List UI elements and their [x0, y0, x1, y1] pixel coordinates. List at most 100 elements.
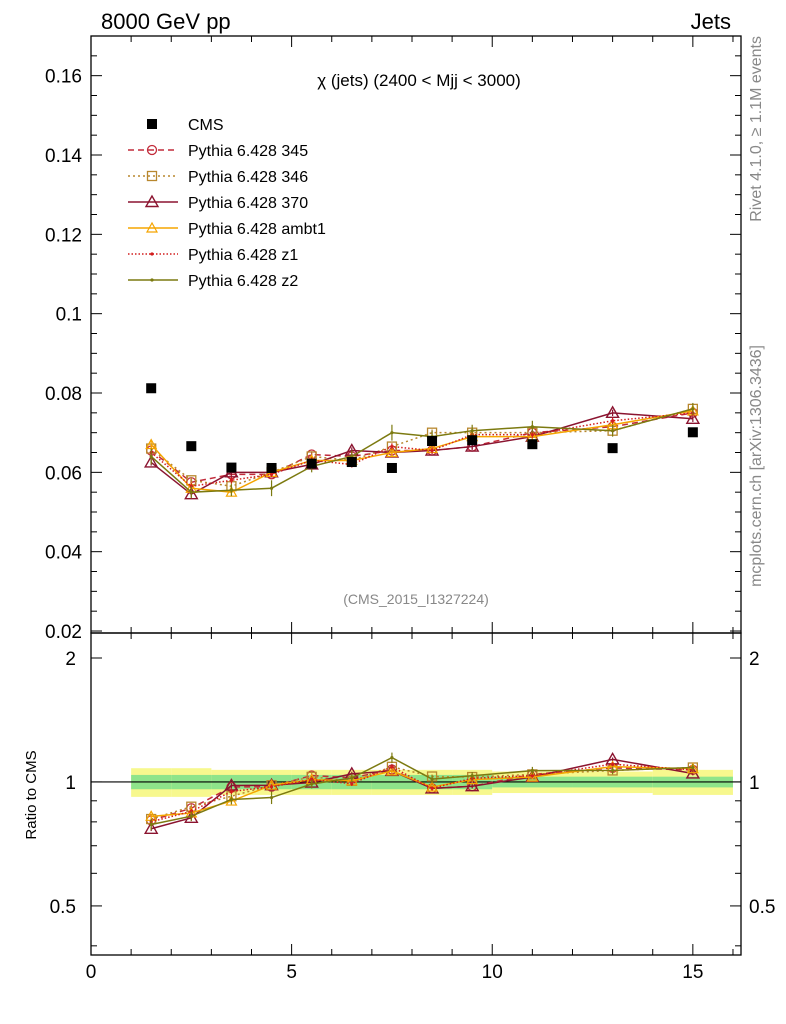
ratio-point: [530, 774, 534, 778]
data-point: [184, 486, 199, 500]
ratio-series-line: [151, 756, 693, 826]
data-point-cms: [146, 383, 157, 394]
ratio-point: [390, 765, 394, 769]
legend-item: Pythia 6.428 z1: [128, 247, 298, 264]
data-point: [605, 405, 620, 419]
data-point-cms: [386, 462, 397, 473]
data-point: [225, 485, 238, 497]
header-right: Jets: [691, 9, 731, 34]
ratio-point: [229, 797, 234, 802]
ratio-point: [229, 789, 234, 794]
data-point-cms: [427, 436, 438, 447]
ratio-point: [430, 777, 434, 781]
x-tick-label: 5: [286, 962, 297, 983]
legend-item: Pythia 6.428 346: [128, 169, 308, 186]
data-point: [611, 429, 615, 433]
legend-item-cms: CMS: [147, 117, 224, 134]
data-point: [611, 419, 615, 423]
legend-item: Pythia 6.428 ambt1: [128, 221, 326, 238]
data-point: [390, 431, 394, 435]
legend-label: CMS: [188, 117, 224, 134]
series-cms: [146, 383, 698, 473]
ratio-y-tick-label: 0.5: [50, 897, 76, 918]
legend-marker: [145, 221, 159, 233]
data-point: [390, 444, 394, 449]
data-point: [470, 429, 474, 433]
data-point: [229, 478, 234, 482]
ratio-point: [611, 762, 615, 766]
ratio-series-line: [150, 758, 693, 830]
legend-item: Pythia 6.428 370: [128, 194, 308, 212]
data-point-cms: [266, 462, 277, 473]
data-point: [430, 448, 434, 453]
y-tick-label: 0.08: [45, 384, 82, 405]
data-point: [269, 472, 274, 476]
legend-marker: [144, 194, 160, 208]
ratio-point: [691, 765, 695, 770]
legend-label: Pythia 6.428 ambt1: [188, 221, 326, 238]
ratio-point: [611, 768, 615, 773]
header-left: 8000 GeV pp: [101, 9, 231, 34]
y-tick-label: 0.1: [56, 305, 82, 326]
ratio-frame: [90, 632, 742, 956]
ratio-point: [269, 785, 274, 789]
legend-marker: [146, 170, 158, 182]
y-tick-label: 0.14: [45, 146, 82, 167]
y-tick-label: 0.02: [45, 622, 82, 643]
ratio-point: [464, 778, 480, 792]
data-point: [385, 446, 398, 458]
ratio-point: [265, 778, 278, 790]
legend-label: Pythia 6.428 346: [188, 169, 308, 186]
legend-label: Pythia 6.428 345: [188, 143, 308, 160]
ratio-series-line: [150, 766, 693, 820]
data-point-cms: [226, 462, 237, 473]
x-tick-label: 0: [86, 962, 97, 983]
y-tick-label: 0.06: [45, 463, 82, 484]
ratio-point: [143, 821, 159, 834]
ratio-point: [466, 773, 479, 785]
ratio-y-tick-label-right: 0.5: [749, 897, 775, 918]
y-tick-label: 0.16: [45, 67, 82, 88]
data-point-cms: [687, 427, 698, 438]
data-point-cms: [607, 443, 618, 454]
ratio-y-tick-label: 1: [65, 773, 76, 794]
ratio-y-tick-label: 2: [65, 649, 76, 670]
legend-marker: [150, 278, 154, 282]
data-point-cms: [346, 457, 357, 468]
y-tick-label: 0.04: [45, 543, 82, 564]
x-tick-label: 10: [482, 962, 503, 983]
ratio-point: [350, 782, 354, 786]
data-point: [685, 411, 701, 424]
data-point-cms: [467, 435, 478, 446]
series-line: [150, 412, 693, 488]
data-point: [269, 486, 274, 490]
data-point-cms: [527, 439, 538, 450]
chart-title: χ (jets) (2400 < Mjj < 3000): [317, 71, 521, 90]
ratio-point: [149, 822, 153, 827]
legend-label: Pythia 6.428 z2: [188, 273, 298, 290]
data-point: [530, 425, 534, 429]
data-point: [691, 407, 695, 411]
data-point: [143, 455, 159, 468]
data-point: [229, 488, 234, 492]
data-point: [189, 490, 193, 494]
side-mcplots: mcplots.cern.ch [arXiv:1306.3436]: [748, 345, 765, 587]
ratio-ylabel: Ratio to CMS: [23, 750, 40, 839]
legend-marker: [146, 144, 158, 156]
legend-marker: [147, 119, 157, 129]
ratio-point: [470, 774, 474, 778]
ratio-point: [350, 776, 354, 780]
data-point-cms: [306, 458, 317, 469]
series-line: [150, 410, 693, 493]
data-point: [464, 439, 480, 452]
data-point-cms: [186, 441, 197, 452]
series-5: [149, 402, 695, 831]
legend-item: Pythia 6.428 z2: [128, 273, 298, 290]
ratio-y-tick-label-right: 2: [749, 649, 760, 670]
side-rivet: Rivet 4.1.0, ≥ 1.1M events: [748, 36, 765, 222]
ratio-point: [310, 782, 314, 786]
x-tick-label: 15: [682, 962, 703, 983]
ratio-point: [269, 795, 274, 800]
data-point: [149, 454, 153, 459]
